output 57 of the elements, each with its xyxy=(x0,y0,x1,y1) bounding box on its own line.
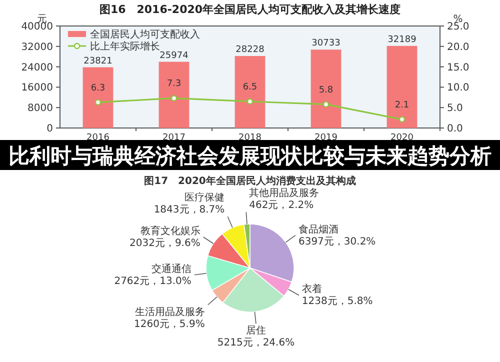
point xyxy=(94,99,102,106)
y-tick-label: 0 xyxy=(46,124,53,134)
y2-tick-label: 20.0 xyxy=(447,42,470,53)
y-tick-label: 24000 xyxy=(21,62,53,74)
point xyxy=(398,116,406,123)
bar xyxy=(158,62,190,128)
data-label: 462元，2.2% xyxy=(249,200,314,212)
data-label: 1238元，5.8% xyxy=(302,296,373,308)
data-label: 2.1 xyxy=(394,100,410,110)
bar xyxy=(386,46,418,128)
x-tick-label: 2016 xyxy=(86,133,110,143)
data-label: 1843元，8.7% xyxy=(154,204,225,216)
slice-label: 其他用品及服务 xyxy=(249,187,320,200)
point xyxy=(322,101,330,108)
data-label: 6397元，30.2% xyxy=(298,236,376,248)
y-tick-label: 16000 xyxy=(21,82,53,94)
data-label: 28228 xyxy=(236,45,265,56)
data-label: 7.3 xyxy=(166,79,182,90)
data-label: 25974 xyxy=(160,50,189,61)
y2-tick-label: 25.0 xyxy=(447,22,470,32)
data-label: 6.5 xyxy=(242,82,258,92)
data-label: 2032元，9.6% xyxy=(130,238,200,249)
data-label: 30733 xyxy=(312,38,340,49)
y2-tick-label: 15.0 xyxy=(447,62,470,74)
legend-label: 比上年实际增长 xyxy=(90,40,160,52)
bar xyxy=(82,67,114,128)
slice-label: 医疗保健 xyxy=(184,192,225,204)
data-label: 32189 xyxy=(388,34,417,45)
x-tick-label: 2020 xyxy=(390,133,414,143)
y-tick-label: 32000 xyxy=(21,42,53,53)
y-tick-label: 8000 xyxy=(28,103,53,114)
bar xyxy=(234,56,266,128)
x-tick-label: 2018 xyxy=(238,133,262,143)
slice-label: 教育文化娱乐 xyxy=(140,224,200,237)
chart-title: 图17 2020年全国居民人均消费支出及其构成 xyxy=(144,175,356,187)
y2-tick-label: 0.0 xyxy=(447,124,463,134)
slice-label: 生活用品及服务 xyxy=(134,306,205,318)
data-label: 2762元，13.0% xyxy=(114,276,192,287)
slice-label: 居住 xyxy=(246,326,266,337)
legend-label: 全国居民人均可支配收入 xyxy=(90,28,200,40)
y2-tick-label: 10.0 xyxy=(447,82,470,94)
data-label: 5215元，24.6% xyxy=(217,338,295,349)
data-label: 1260元，5.9% xyxy=(134,318,205,330)
slice-label: 交通通信 xyxy=(151,262,192,275)
y2-tick-label: 5.0 xyxy=(447,103,463,114)
bar xyxy=(310,50,342,128)
x-tick-label: 2019 xyxy=(314,133,338,143)
banner: 比利时与瑞典经济社会发展现状比较与未来趋势分析 xyxy=(0,140,500,170)
data-label: 5.8 xyxy=(318,85,334,96)
slice-label: 衣着 xyxy=(302,283,322,296)
data-label: 23821 xyxy=(84,56,112,66)
chart-title: 图16 2016-2020年全国居民人均可支配收入及其增长速度 xyxy=(99,3,401,16)
x-tick-label: 2017 xyxy=(162,133,186,143)
point xyxy=(170,95,178,102)
slice-label: 食品烟酒 xyxy=(298,223,338,236)
data-label: 6.3 xyxy=(90,83,106,94)
point xyxy=(246,98,254,105)
